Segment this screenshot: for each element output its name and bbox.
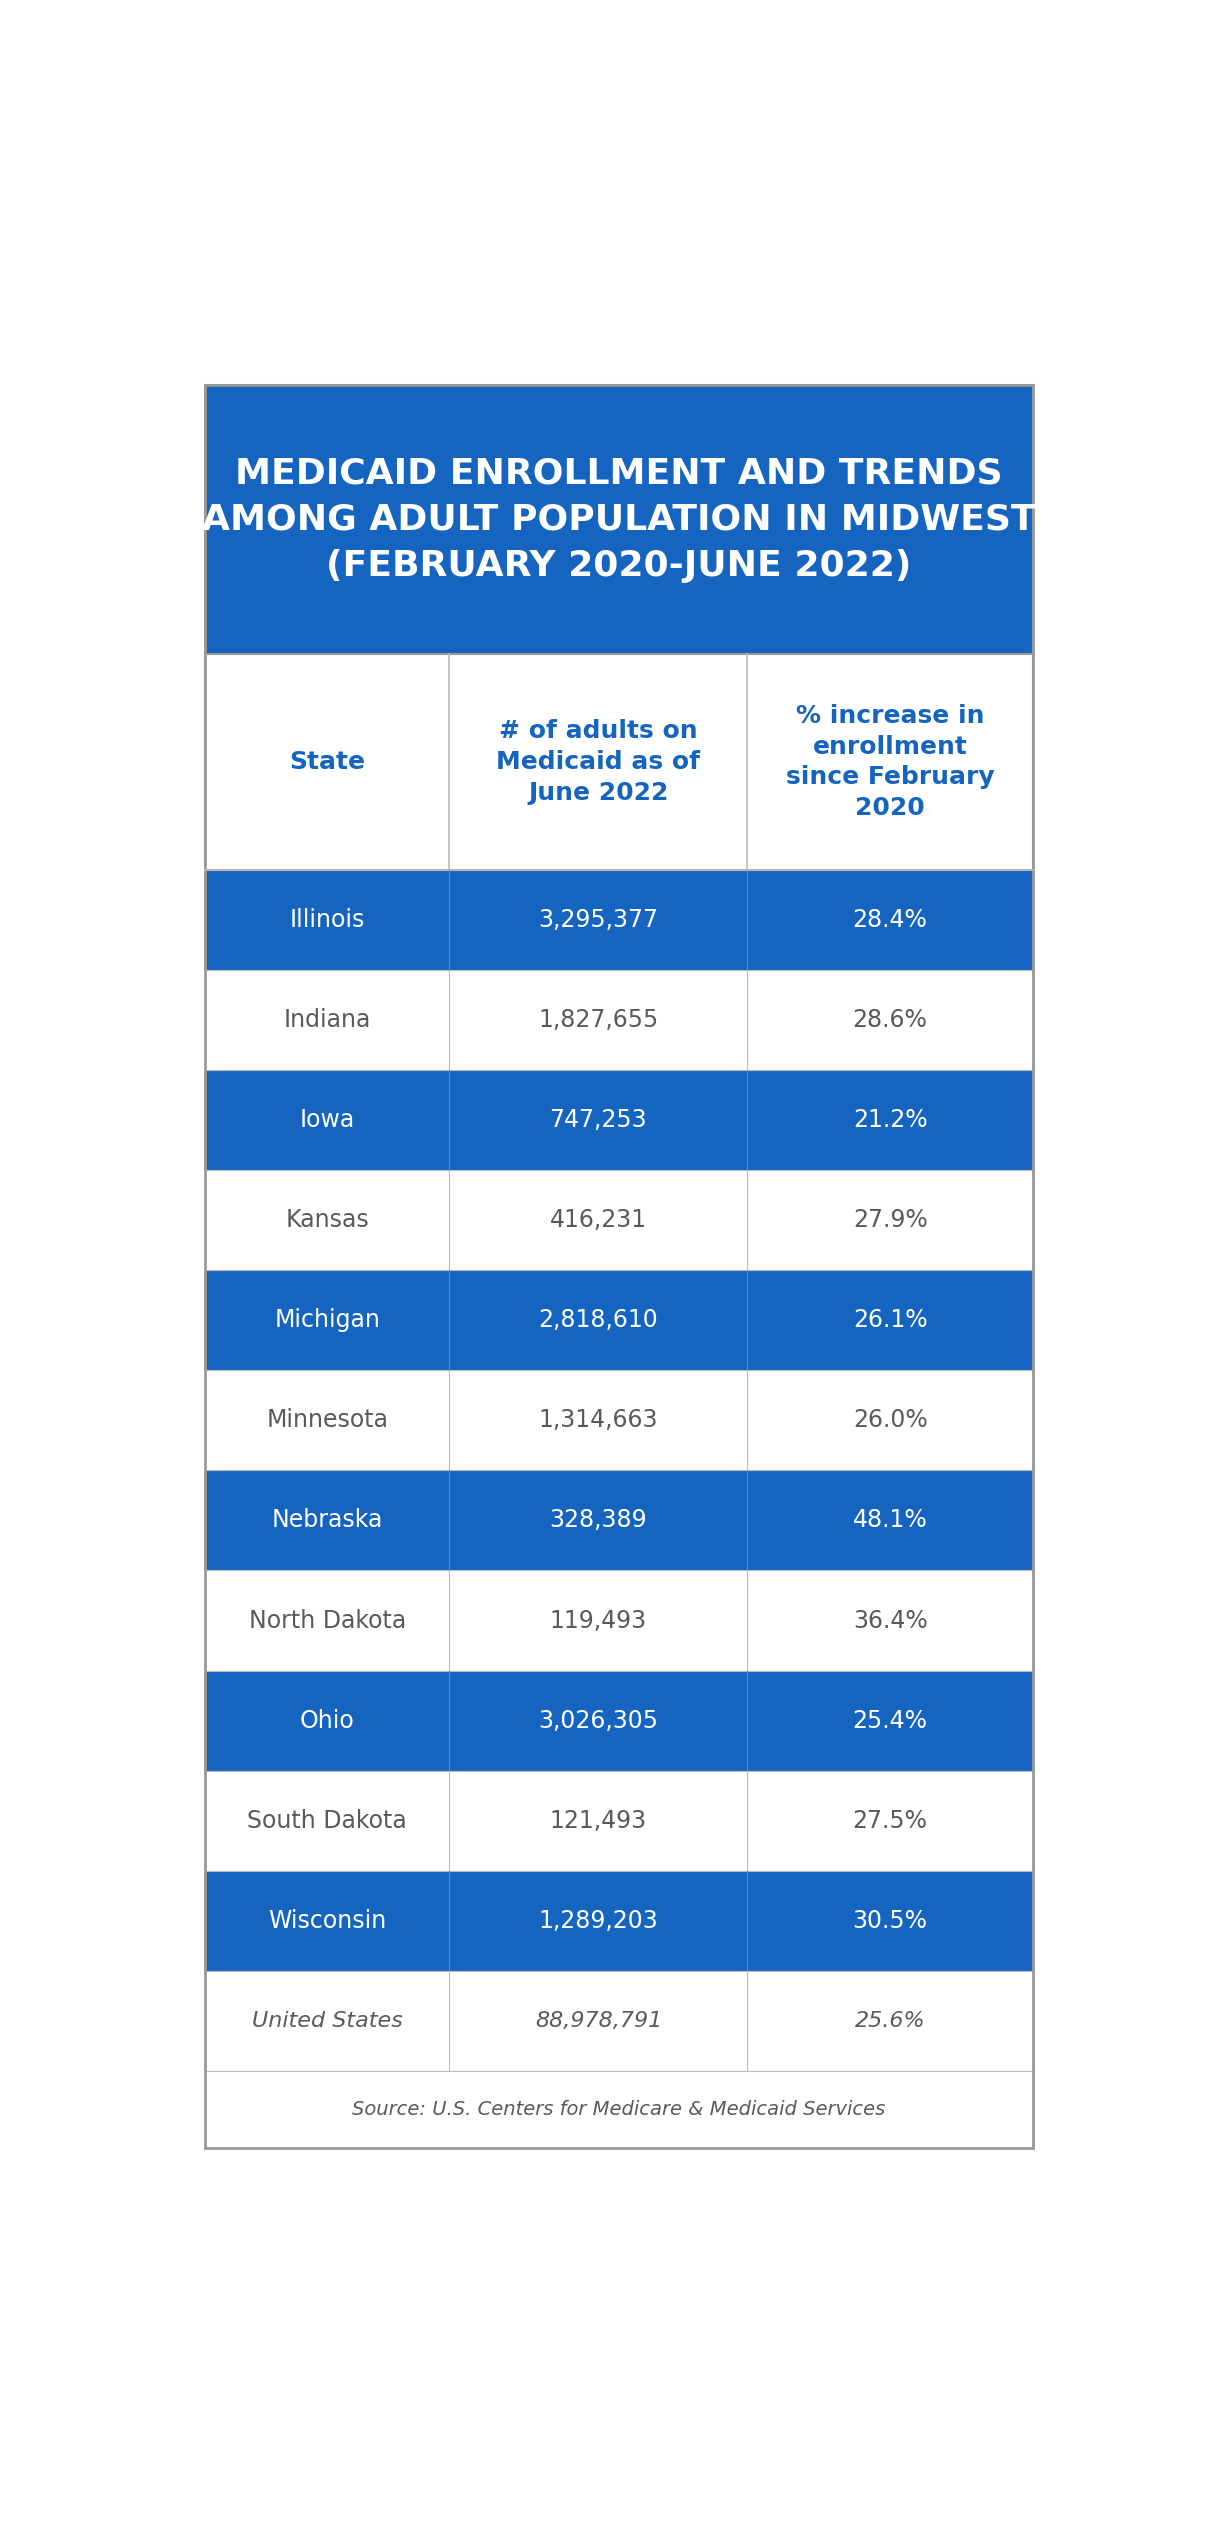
Text: 25.6%: 25.6%	[855, 2010, 925, 2031]
Bar	[205, 653, 1033, 871]
Text: # of adults on
Medicaid as of
June 2022: # of adults on Medicaid as of June 2022	[496, 719, 701, 805]
Text: 36.4%: 36.4%	[853, 1608, 928, 1633]
Text: Michigan: Michigan	[274, 1309, 381, 1332]
Text: Indiana: Indiana	[284, 1008, 371, 1033]
Text: 27.5%: 27.5%	[853, 1808, 928, 1833]
Bar	[205, 1770, 1033, 1871]
Text: 48.1%: 48.1%	[853, 1509, 928, 1532]
Text: 3,295,377: 3,295,377	[539, 909, 658, 932]
Bar	[205, 2071, 1033, 2147]
Text: 1,289,203: 1,289,203	[539, 1909, 658, 1932]
Text: Kansas: Kansas	[285, 1208, 370, 1233]
Text: Source: U.S. Centers for Medicare & Medicaid Services: Source: U.S. Centers for Medicare & Medi…	[353, 2099, 885, 2119]
Text: Illinois: Illinois	[290, 909, 365, 932]
Text: 30.5%: 30.5%	[853, 1909, 928, 1932]
Text: 119,493: 119,493	[550, 1608, 647, 1633]
Text: 747,253: 747,253	[550, 1109, 647, 1132]
Bar	[205, 871, 1033, 970]
Text: 26.0%: 26.0%	[853, 1408, 928, 1433]
Bar	[205, 1471, 1033, 1570]
Text: North Dakota: North Dakota	[249, 1608, 406, 1633]
Text: 26.1%: 26.1%	[853, 1309, 928, 1332]
Bar	[205, 1271, 1033, 1370]
Text: MEDICAID ENROLLMENT AND TRENDS
AMONG ADULT POPULATION IN MIDWEST
(FEBRUARY 2020-: MEDICAID ENROLLMENT AND TRENDS AMONG ADU…	[202, 456, 1036, 582]
Text: South Dakota: South Dakota	[248, 1808, 407, 1833]
Bar	[205, 1370, 1033, 1471]
Text: 3,026,305: 3,026,305	[539, 1709, 658, 1732]
Bar	[205, 1871, 1033, 1970]
Bar	[205, 1970, 1033, 2071]
Text: 328,389: 328,389	[550, 1509, 647, 1532]
Text: 28.4%: 28.4%	[853, 909, 928, 932]
Text: 121,493: 121,493	[550, 1808, 647, 1833]
Text: 1,827,655: 1,827,655	[539, 1008, 658, 1033]
Bar	[205, 385, 1033, 2147]
Text: 416,231: 416,231	[550, 1208, 647, 1233]
Text: 28.6%: 28.6%	[853, 1008, 928, 1033]
Text: Nebraska: Nebraska	[272, 1509, 383, 1532]
Text: 1,314,663: 1,314,663	[539, 1408, 658, 1433]
Text: State: State	[290, 749, 365, 775]
Text: 25.4%: 25.4%	[853, 1709, 928, 1732]
Text: 21.2%: 21.2%	[853, 1109, 928, 1132]
Text: % increase in
enrollment
since February
2020: % increase in enrollment since February …	[786, 704, 994, 820]
Text: Iowa: Iowa	[300, 1109, 355, 1132]
Text: 88,978,791: 88,978,791	[535, 2010, 662, 2031]
Bar	[205, 385, 1033, 653]
Text: Minnesota: Minnesota	[266, 1408, 388, 1433]
Bar	[205, 970, 1033, 1071]
Text: United States: United States	[252, 2010, 402, 2031]
Bar	[205, 1671, 1033, 1770]
Bar	[205, 1570, 1033, 1671]
Bar	[205, 1170, 1033, 1271]
Text: 27.9%: 27.9%	[853, 1208, 928, 1233]
Text: Wisconsin: Wisconsin	[268, 1909, 387, 1932]
Text: 2,818,610: 2,818,610	[539, 1309, 658, 1332]
Text: Ohio: Ohio	[300, 1709, 355, 1732]
Bar	[205, 1071, 1033, 1170]
